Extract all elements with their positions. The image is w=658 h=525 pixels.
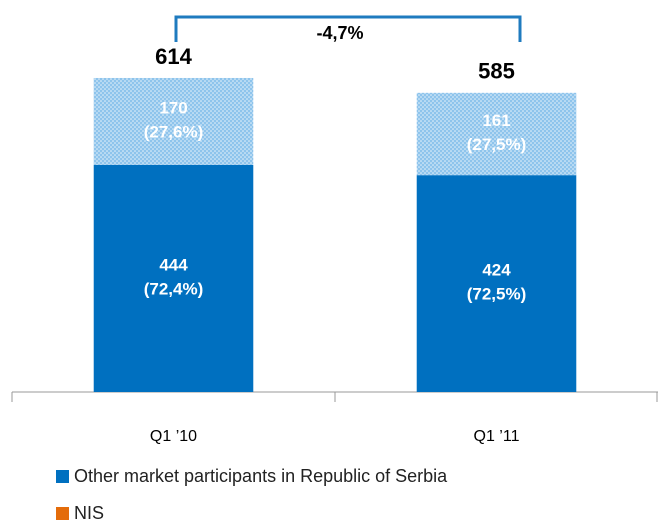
- value-label: 444 (72,4%): [144, 256, 204, 299]
- value-label: 424 (72,5%): [467, 261, 527, 304]
- change-bracket: [174, 15, 522, 42]
- x-tick-label: Q1 ’11: [474, 428, 520, 445]
- total-label: 614: [155, 44, 192, 69]
- bar-segment: [416, 175, 577, 392]
- value-label: 170 (27,6%): [144, 99, 204, 142]
- bar-segment: [416, 92, 577, 176]
- total-label: 585: [478, 59, 515, 84]
- legend-label: NIS: [74, 503, 104, 523]
- bar-segment: [93, 77, 254, 165]
- change-annotation: -4,7%: [316, 23, 363, 43]
- legend-swatch: [56, 507, 69, 520]
- legend-label: Other market participants in Republic of…: [74, 466, 448, 486]
- x-tick-label: Q1 ’10: [150, 428, 197, 445]
- value-label: 161 (27,5%): [467, 111, 527, 154]
- bar-segment: [93, 164, 254, 392]
- legend-swatch: [56, 470, 69, 483]
